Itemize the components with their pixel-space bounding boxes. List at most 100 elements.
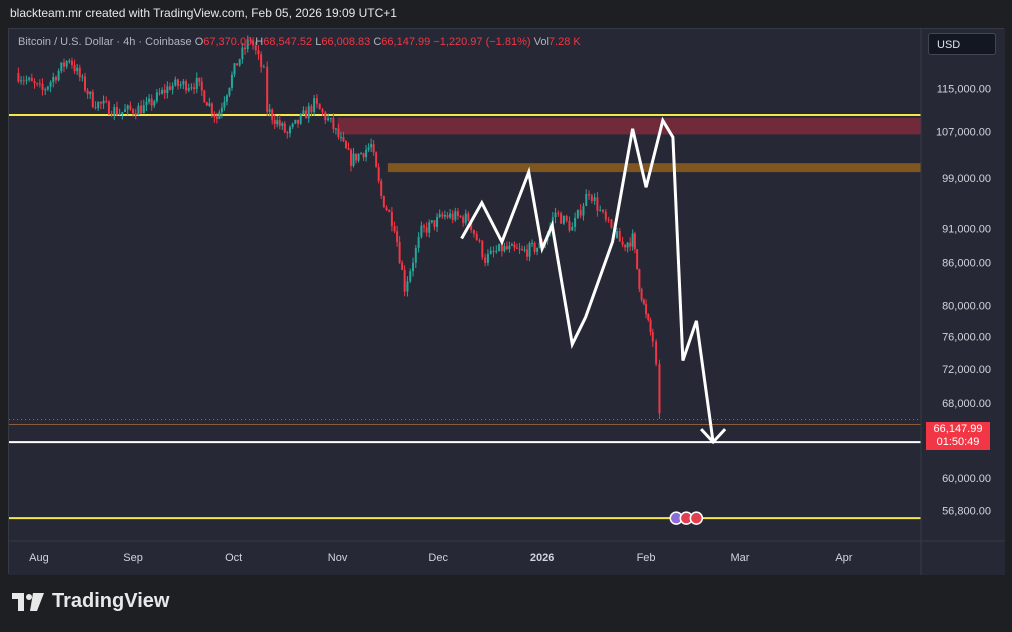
candle-body bbox=[406, 281, 409, 292]
candle-body bbox=[225, 95, 228, 102]
close-label: C bbox=[373, 36, 382, 48]
candle-body bbox=[464, 213, 467, 224]
candle-body bbox=[271, 109, 274, 120]
candle-body bbox=[658, 364, 661, 414]
candle-body bbox=[607, 219, 610, 221]
symbol-title: Bitcoin / U.S. Dollar · 4h · Coinbase bbox=[18, 36, 192, 48]
open-value: 67,370.00 bbox=[203, 36, 253, 48]
candle-body bbox=[203, 90, 206, 103]
change-value: −1,220.97 (−1.81%) bbox=[433, 36, 531, 48]
candle-body bbox=[616, 231, 618, 238]
x-tick-label: Mar bbox=[730, 552, 749, 564]
candle-body bbox=[456, 211, 459, 217]
candle-body bbox=[505, 246, 508, 250]
candle-body bbox=[166, 86, 169, 93]
y-tick-label: 115,000.00 bbox=[937, 83, 991, 95]
candle-body bbox=[599, 209, 602, 211]
candle-body bbox=[148, 98, 151, 102]
candle-body bbox=[321, 109, 324, 113]
candle-body bbox=[638, 269, 641, 290]
price-chart[interactable]: 115,000.00 107,000.00 99,000.00 91,000.00 86… bbox=[9, 29, 1005, 575]
candle-body bbox=[208, 103, 211, 106]
candle-body bbox=[105, 100, 108, 102]
candle-body bbox=[403, 269, 406, 292]
candle-body bbox=[484, 257, 487, 263]
candle-body bbox=[129, 105, 132, 110]
candle-body bbox=[44, 89, 47, 91]
candle-body bbox=[118, 113, 121, 115]
candle-body bbox=[84, 76, 86, 91]
candle-body bbox=[241, 47, 244, 60]
candle-body bbox=[158, 92, 161, 94]
candle-body bbox=[438, 214, 441, 217]
candle-body bbox=[538, 242, 541, 248]
close-value: 66,147.99 bbox=[381, 36, 431, 48]
candle-body bbox=[350, 149, 352, 166]
candle-body bbox=[372, 144, 375, 153]
candle-body bbox=[220, 107, 223, 113]
candle-body bbox=[513, 244, 516, 248]
candle-body bbox=[110, 114, 113, 116]
currency-selector-button[interactable]: USD bbox=[928, 33, 996, 55]
candle-body bbox=[315, 98, 318, 104]
candle-body bbox=[604, 211, 607, 220]
candle-body bbox=[443, 215, 446, 217]
symbol-legend: Bitcoin / U.S. Dollar · 4h · Coinbase O6… bbox=[18, 36, 581, 48]
candle-body bbox=[260, 54, 263, 67]
candle-body bbox=[523, 249, 526, 251]
candle-body bbox=[568, 220, 571, 231]
candle-body bbox=[121, 111, 124, 114]
candle-body bbox=[571, 226, 574, 231]
candle-body bbox=[414, 247, 417, 263]
chart-panel[interactable]: 115,000.00 107,000.00 99,000.00 91,000.00 86… bbox=[8, 28, 1005, 575]
candle-body bbox=[470, 220, 473, 231]
candle-body bbox=[526, 249, 529, 257]
candle-body bbox=[52, 77, 55, 83]
candle-body bbox=[649, 320, 652, 332]
candle-body bbox=[486, 253, 489, 263]
x-tick-label: Oct bbox=[225, 552, 242, 564]
candle-body bbox=[257, 50, 260, 55]
low-value: 66,008.83 bbox=[321, 36, 371, 48]
candle-body bbox=[531, 242, 534, 244]
candle-body bbox=[163, 89, 166, 93]
candle-body bbox=[593, 197, 596, 202]
candle-body bbox=[252, 40, 255, 46]
candle-body bbox=[268, 109, 271, 112]
candle-body bbox=[273, 119, 276, 125]
candle-body bbox=[377, 167, 380, 181]
candle-body bbox=[602, 209, 605, 212]
candle-body bbox=[288, 127, 291, 134]
brand-name: TradingView bbox=[52, 590, 170, 612]
candle-body bbox=[210, 103, 213, 114]
candle-body bbox=[478, 240, 481, 242]
candle-body bbox=[70, 60, 73, 66]
candle-body bbox=[329, 117, 332, 119]
last-price-value: 66,147.99 bbox=[933, 423, 983, 435]
y-tick-label: 91,000.00 bbox=[942, 224, 991, 236]
candle-body bbox=[425, 227, 428, 233]
candle-body bbox=[28, 77, 31, 80]
candle-body bbox=[508, 245, 511, 250]
tradingview-logo[interactable]: TradingView bbox=[12, 590, 169, 613]
y-tick-label: 107,000.00 bbox=[936, 127, 991, 139]
candle-body bbox=[629, 242, 632, 247]
y-tick-label: 80,000.00 bbox=[942, 301, 991, 313]
candle-body bbox=[610, 219, 613, 228]
candle-body bbox=[185, 81, 188, 91]
candle-body bbox=[412, 262, 415, 272]
y-tick-label: 68,000.00 bbox=[942, 398, 991, 410]
candle-body bbox=[380, 180, 383, 196]
candle-body bbox=[97, 101, 100, 109]
x-tick-label: Dec bbox=[428, 552, 448, 564]
candle-body bbox=[176, 79, 179, 86]
candle-body bbox=[313, 98, 316, 113]
candle-body bbox=[536, 247, 539, 252]
candle-body bbox=[344, 141, 347, 149]
candle-body bbox=[57, 71, 60, 81]
last-price-badge: 66,147.99 01:50:49 bbox=[926, 422, 990, 450]
candle-body bbox=[168, 86, 171, 90]
candle-body bbox=[91, 91, 94, 108]
candle-body bbox=[126, 105, 129, 110]
candle-body bbox=[182, 81, 185, 85]
